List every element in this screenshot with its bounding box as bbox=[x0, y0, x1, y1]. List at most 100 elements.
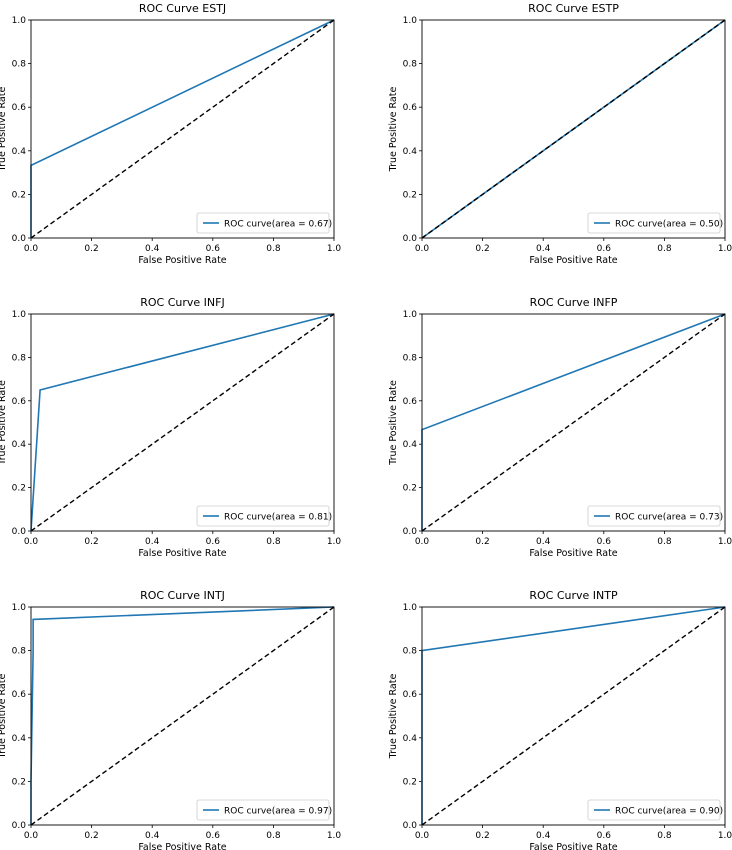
y-tick-label: 0.0 bbox=[12, 821, 27, 831]
y-tick-label: 0.0 bbox=[12, 527, 27, 537]
x-tick-label: 0.4 bbox=[536, 537, 551, 547]
x-tick-label: 0.4 bbox=[145, 244, 160, 254]
chance-diagonal-line bbox=[30, 313, 335, 532]
chance-diagonal-line bbox=[30, 606, 335, 826]
y-tick-label: 0.8 bbox=[12, 60, 27, 70]
y-tick-label: 0.2 bbox=[403, 777, 417, 787]
y-tick-label: 0.2 bbox=[403, 484, 417, 494]
legend: ROC curve(area = 0.90) bbox=[587, 799, 723, 821]
plot-frame bbox=[421, 19, 726, 239]
chart-title: ROC Curve INTJ bbox=[140, 589, 225, 602]
legend-label: ROC curve(area = 0.73) bbox=[615, 513, 723, 523]
legend-label: ROC curve(area = 0.67) bbox=[224, 220, 332, 230]
x-tick-label: 0.8 bbox=[266, 831, 281, 841]
x-tick-label: 0.8 bbox=[657, 537, 672, 547]
legend: ROC curve(area = 0.73) bbox=[587, 505, 723, 527]
x-tick-label: 0.6 bbox=[597, 244, 612, 254]
legend: ROC curve(area = 0.50) bbox=[587, 212, 723, 234]
x-axis-label: False Positive Rate bbox=[138, 842, 226, 850]
x-tick-label: 1.0 bbox=[718, 244, 732, 254]
x-tick-label: 1.0 bbox=[327, 831, 342, 841]
roc-panel: ROC Curve INTJ 0.0 0.2 0.4 0.6 0.8 1.0 0.0 0.2 0.… bbox=[0, 589, 341, 850]
x-tick-label: 0.0 bbox=[415, 244, 430, 254]
chance-diagonal-line bbox=[421, 313, 726, 532]
x-axis-label: False Positive Rate bbox=[529, 255, 617, 266]
y-tick-label: 0.6 bbox=[403, 690, 418, 700]
x-tick-label: 0.8 bbox=[266, 537, 281, 547]
legend-box bbox=[196, 505, 330, 527]
y-tick-label: 1.0 bbox=[403, 603, 418, 613]
plot-frame bbox=[421, 313, 726, 532]
chart-title: ROC Curve ESTJ bbox=[139, 2, 226, 15]
x-tick-label: 0.2 bbox=[84, 537, 98, 547]
chance-diagonal-line bbox=[421, 606, 726, 826]
y-axis-label: True Positive Rate bbox=[0, 674, 8, 760]
plot-frame bbox=[421, 606, 726, 826]
x-tick-label: 0.0 bbox=[24, 244, 39, 254]
y-tick-label: 0.8 bbox=[12, 647, 27, 657]
roc-panel: ROC Curve INFJ 0.0 0.2 0.4 0.6 0.8 1.0 0.0 0.2 0.… bbox=[0, 296, 341, 559]
y-tick-label: 0.8 bbox=[12, 353, 27, 363]
x-tick-label: 0.0 bbox=[415, 537, 430, 547]
x-tick-label: 0.0 bbox=[24, 537, 39, 547]
legend-box bbox=[587, 799, 721, 821]
chart-title: ROC Curve INFJ bbox=[140, 296, 224, 309]
y-tick-label: 0.6 bbox=[12, 690, 27, 700]
x-tick-label: 0.6 bbox=[206, 244, 221, 254]
roc-panel: ROC Curve INFP 0.0 0.2 0.4 0.6 0.8 1.0 0.0 0.2 0.… bbox=[388, 296, 732, 559]
legend-label: ROC curve(area = 0.81) bbox=[224, 513, 332, 523]
x-tick-label: 0.8 bbox=[266, 244, 281, 254]
x-tick-label: 0.8 bbox=[657, 831, 672, 841]
legend-label: ROC curve(area = 0.90) bbox=[615, 807, 723, 817]
y-tick-label: 0.2 bbox=[403, 190, 417, 200]
legend-box bbox=[587, 505, 721, 527]
legend-label: ROC curve(area = 0.97) bbox=[224, 807, 332, 817]
y-tick-label: 0.4 bbox=[403, 440, 418, 450]
x-tick-label: 0.6 bbox=[597, 537, 612, 547]
chart-title: ROC Curve INTP bbox=[529, 589, 618, 602]
plot-frame bbox=[30, 313, 335, 532]
y-tick-label: 0.0 bbox=[12, 234, 27, 244]
x-axis-label: False Positive Rate bbox=[138, 255, 226, 266]
roc-panel: ROC Curve ESTJ 0.0 0.2 0.4 0.6 0.8 1.0 0.0 0.2 0.… bbox=[0, 2, 341, 266]
x-tick-label: 0.0 bbox=[415, 831, 430, 841]
roc-panel: ROC Curve ESTP 0.0 0.2 0.4 0.6 0.8 1.0 0.0 0.2 0.… bbox=[388, 2, 732, 266]
y-tick-label: 0.4 bbox=[403, 734, 418, 744]
x-tick-label: 0.6 bbox=[206, 831, 221, 841]
x-axis-label: False Positive Rate bbox=[138, 548, 226, 559]
legend-box bbox=[196, 799, 330, 821]
y-tick-label: 0.0 bbox=[403, 234, 418, 244]
y-axis-label: True Positive Rate bbox=[388, 380, 399, 466]
y-tick-label: 0.0 bbox=[403, 527, 418, 537]
y-tick-label: 0.8 bbox=[403, 647, 418, 657]
y-axis-label: True Positive Rate bbox=[388, 674, 399, 760]
x-tick-label: 0.2 bbox=[84, 831, 98, 841]
y-tick-label: 0.4 bbox=[12, 734, 27, 744]
x-tick-label: 1.0 bbox=[718, 831, 732, 841]
y-tick-label: 0.8 bbox=[403, 60, 418, 70]
x-tick-label: 0.8 bbox=[657, 244, 672, 254]
x-tick-label: 0.4 bbox=[145, 831, 160, 841]
x-tick-label: 0.4 bbox=[536, 831, 551, 841]
chance-diagonal-line bbox=[421, 19, 726, 239]
y-tick-label: 1.0 bbox=[12, 310, 27, 320]
y-tick-label: 0.4 bbox=[12, 440, 27, 450]
x-tick-label: 0.2 bbox=[475, 831, 489, 841]
legend-box bbox=[587, 212, 721, 234]
roc-curve-line bbox=[30, 313, 335, 532]
legend: ROC curve(area = 0.81) bbox=[196, 505, 332, 527]
chart-title: ROC Curve INFP bbox=[530, 296, 618, 309]
x-tick-label: 0.2 bbox=[475, 244, 489, 254]
roc-panel: ROC Curve INTP 0.0 0.2 0.4 0.6 0.8 1.0 0.0 0.2 0.… bbox=[388, 589, 732, 850]
y-axis-label: True Positive Rate bbox=[388, 87, 399, 173]
legend-box bbox=[196, 212, 330, 234]
y-tick-label: 0.0 bbox=[403, 821, 418, 831]
y-tick-label: 0.8 bbox=[403, 353, 418, 363]
x-tick-label: 0.4 bbox=[536, 244, 551, 254]
x-axis-label: False Positive Rate bbox=[529, 842, 617, 850]
y-tick-label: 0.6 bbox=[403, 397, 418, 407]
y-axis-label: True Positive Rate bbox=[0, 87, 8, 173]
plot-frame bbox=[30, 606, 335, 826]
plot-frame bbox=[30, 19, 335, 239]
